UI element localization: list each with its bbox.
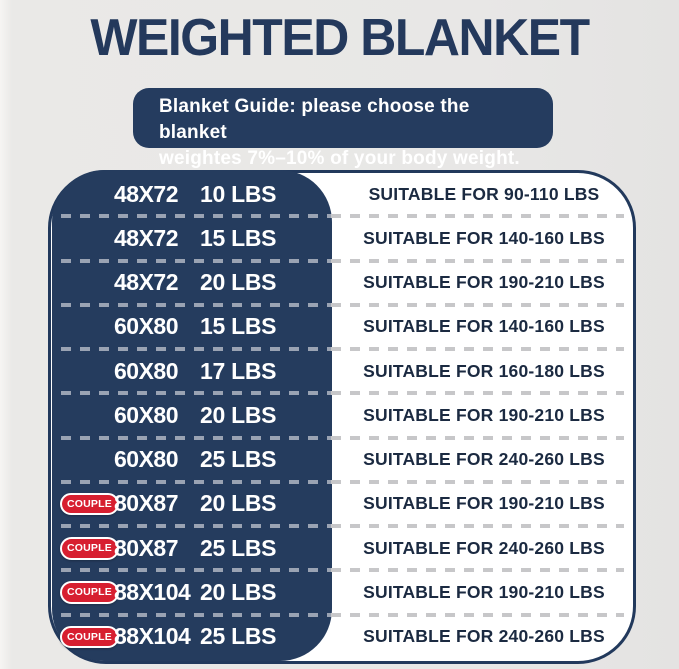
badge-slot: COUPLE [60,492,119,516]
size-cell: 48X72 [114,224,179,251]
size-cell: 60X80 [114,357,179,384]
size-cell: 80X87 [114,490,179,517]
couple-badge: COUPLE [60,625,119,649]
suitable-cell: SUITABLE FOR 190-210 LBS [363,493,605,514]
size-weight-cell-group: COUPLE 80X87 20 LBS [52,490,332,517]
size-cell: 48X72 [114,269,179,296]
banner-line-2: weightes 7%–10% of your body weight. [159,148,520,169]
weight-cell: 25 LBS [200,623,277,650]
couple-badge: COUPLE [60,581,119,604]
size-cell: 60X80 [114,313,179,340]
size-cell: 60X80 [114,401,179,428]
suitable-cell: SUITABLE FOR 190-210 LBS [363,404,605,425]
page-title: WEIGHTED BLANKET [90,9,590,67]
weight-cell: 20 LBS [200,401,277,428]
suitable-cell: SUITABLE FOR 90-110 LBS [368,183,600,204]
badge-slot: COUPLE [60,316,114,339]
badge-slot: COUPLE [60,183,114,206]
weight-cell: 15 LBS [200,313,277,340]
size-cell: 88X104 [114,623,191,650]
blanket-size-table: COUPLE 48X72 10 LBS SUITABLE FOR 90-110 … [52,172,636,659]
size-weight-panel-background [52,170,332,661]
couple-badge: COUPLE [60,537,119,560]
suitable-cell: SUITABLE FOR 190-210 LBS [363,582,605,603]
weight-cell: 17 LBS [200,357,277,384]
suitable-cell: SUITABLE FOR 160-180 LBS [363,360,605,381]
suitable-cell: SUITABLE FOR 240-260 LBS [363,537,605,558]
suitable-cell: SUITABLE FOR 240-260 LBS [363,449,605,470]
size-weight-cell-group: COUPLE 88X104 20 LBS [52,579,332,606]
table-row: COUPLE 60X80 20 LBS SUITABLE FOR 190-210… [52,393,636,440]
table-row: COUPLE 80X87 20 LBS SUITABLE FOR 190-210… [52,482,636,529]
badge-slot: COUPLE [60,404,114,427]
size-weight-cell-group: COUPLE 48X72 10 LBS [52,181,332,208]
couple-badge: COUPLE [60,492,119,516]
blanket-guide-banner: Blanket Guide: please choose the blanket… [133,88,553,169]
table-row: COUPLE 48X72 10 LBS SUITABLE FOR 90-110 … [52,172,636,219]
size-weight-cell-group: COUPLE 80X87 25 LBS [52,535,332,562]
size-weight-cell-group: COUPLE 88X104 25 LBS [52,623,332,650]
badge-slot: COUPLE [60,625,119,649]
size-weight-cell-group: COUPLE 60X80 20 LBS [52,402,332,429]
suitable-cell: SUITABLE FOR 190-210 LBS [363,272,605,293]
suitable-cell: SUITABLE FOR 140-160 LBS [363,316,605,337]
table-row: COUPLE 80X87 25 LBS SUITABLE FOR 240-260… [52,526,636,573]
weight-cell: 10 LBS [200,180,277,207]
weight-cell: 25 LBS [200,534,277,561]
table-row: COUPLE 88X104 25 LBS SUITABLE FOR 240-26… [52,615,636,659]
table-row: COUPLE 60X80 15 LBS SUITABLE FOR 140-160… [52,305,636,352]
badge-slot: COUPLE [60,581,119,604]
size-cell: 60X80 [114,446,179,473]
weight-cell: 20 LBS [200,269,277,296]
size-weight-cell-group: COUPLE 60X80 25 LBS [52,446,332,473]
table-row: COUPLE 48X72 15 LBS SUITABLE FOR 140-160… [52,216,636,263]
weight-cell: 15 LBS [200,224,277,251]
size-cell: 48X72 [114,180,179,207]
size-cell: 80X87 [114,534,179,561]
badge-slot: COUPLE [60,227,114,250]
size-weight-cell-group: COUPLE 60X80 15 LBS [52,313,332,340]
table-row: COUPLE 48X72 20 LBS SUITABLE FOR 190-210… [52,261,636,307]
badge-slot: COUPLE [60,360,114,383]
badge-slot: COUPLE [60,537,119,560]
weight-cell: 25 LBS [200,446,277,473]
banner-line-1: Blanket Guide: please choose the blanket [159,96,470,143]
size-cell: 88X104 [114,579,191,606]
size-weight-cell-group: COUPLE 60X80 17 LBS [52,358,332,385]
size-weight-cell-group: COUPLE 48X72 20 LBS [52,269,332,296]
badge-slot: COUPLE [60,271,114,294]
weight-cell: 20 LBS [200,490,277,517]
badge-slot: COUPLE [60,448,114,471]
table-row: COUPLE 60X80 17 LBS SUITABLE FOR 160-180… [52,349,636,396]
table-row: COUPLE 60X80 25 LBS SUITABLE FOR 240-260… [52,438,636,484]
table-row: COUPLE 88X104 20 LBS SUITABLE FOR 190-21… [52,570,636,617]
size-weight-cell-group: COUPLE 48X72 15 LBS [52,225,332,252]
suitable-cell: SUITABLE FOR 140-160 LBS [363,227,605,248]
weight-cell: 20 LBS [200,579,277,606]
suitable-cell: SUITABLE FOR 240-260 LBS [363,626,605,647]
